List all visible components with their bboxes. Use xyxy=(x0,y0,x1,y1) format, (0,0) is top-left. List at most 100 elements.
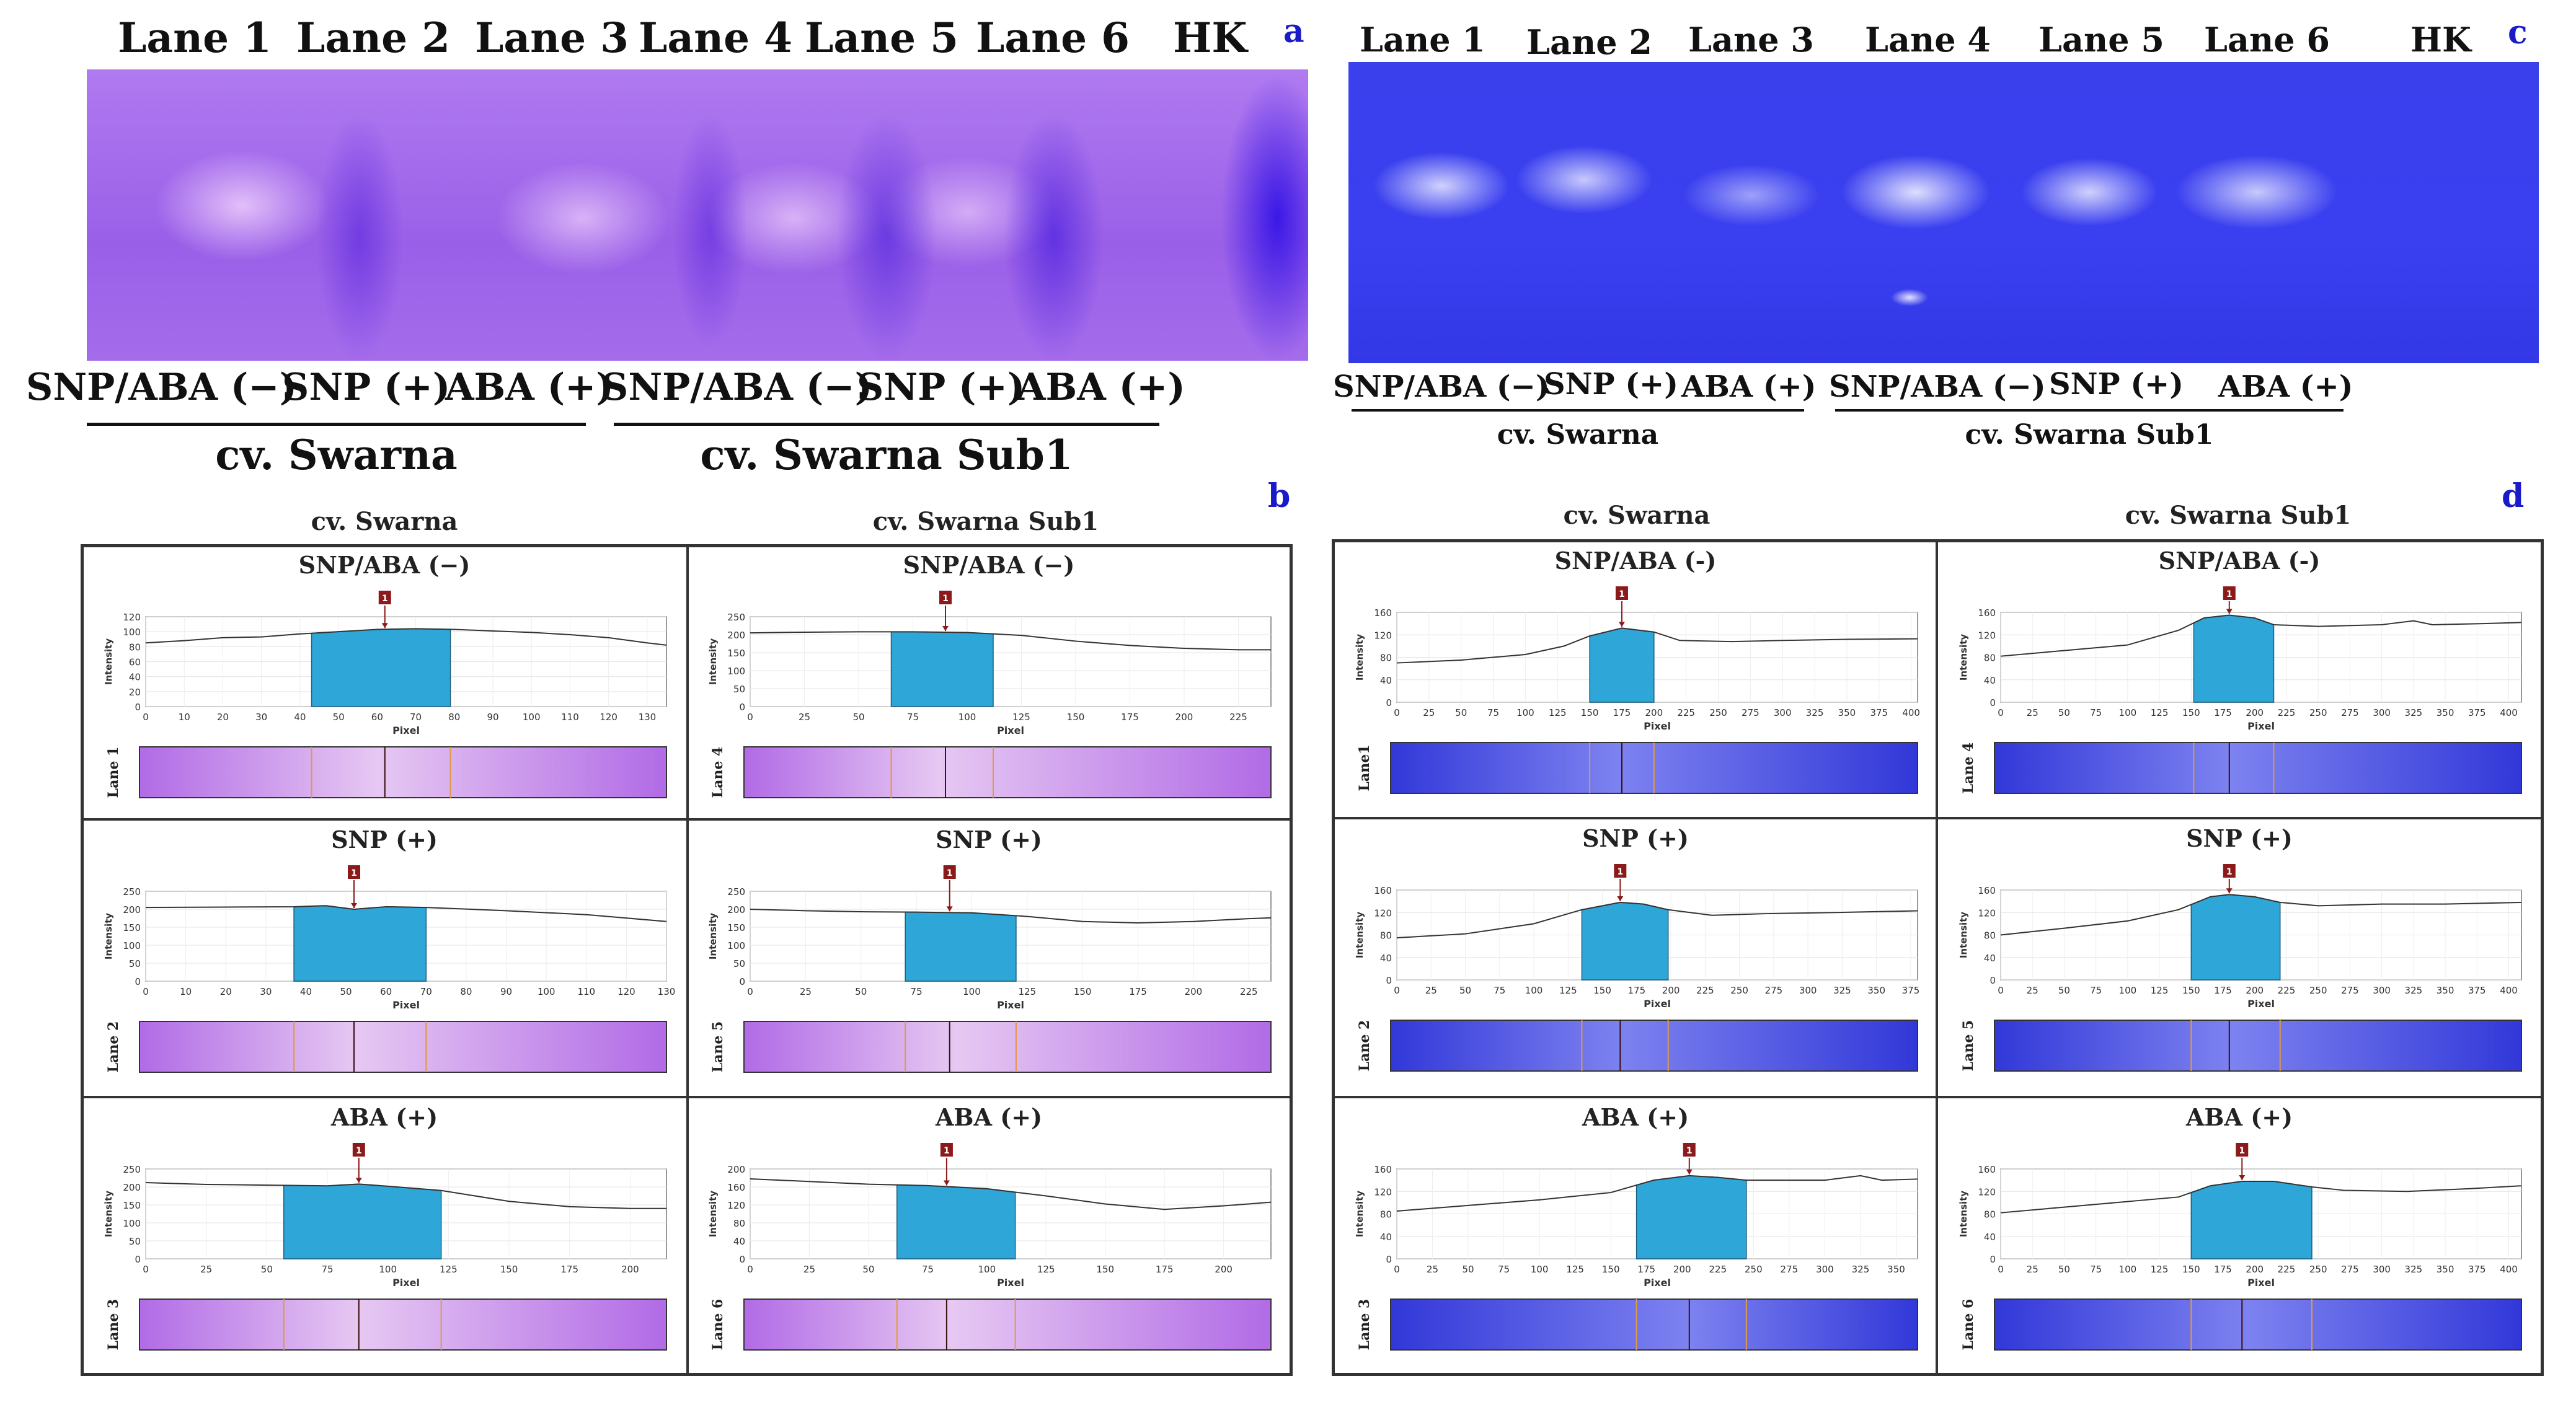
x-tick-label: 275 xyxy=(1781,1264,1799,1275)
x-tick-label: 375 xyxy=(2468,985,2486,996)
marker-arrow xyxy=(946,906,953,912)
y-tick-label: 0 xyxy=(1990,1254,1996,1265)
profile-line xyxy=(750,631,1271,651)
y-tick-label: 200 xyxy=(123,904,141,915)
marker-arrow xyxy=(1618,622,1625,627)
intensity-profile-plot: SNP/ABA (−) 0 50 100 150 200 250 0 25 50 75 100 125 1… xyxy=(707,551,1272,798)
x-tick-label: 350 xyxy=(1887,1264,1905,1275)
x-tick-label: 375 xyxy=(2468,1264,2486,1275)
marker-label: 1 xyxy=(2239,1146,2245,1156)
y-tick-label: 100 xyxy=(727,940,745,951)
x-tick-label: 150 xyxy=(1593,985,1611,996)
y-tick-label: 0 xyxy=(1386,1254,1392,1265)
x-tick-label: 175 xyxy=(1628,985,1646,996)
plot-title: SNP (+) xyxy=(936,826,1042,853)
panel-b-divider-h xyxy=(81,1096,1293,1098)
y-tick-label: 250 xyxy=(123,886,141,897)
x-tick-label: 100 xyxy=(1516,707,1534,718)
x-tick-label: 150 xyxy=(2182,707,2200,718)
x-axis-label: Pixel xyxy=(2247,720,2275,732)
y-tick-label: 80 xyxy=(129,641,141,653)
peak-area xyxy=(1589,627,1655,703)
x-tick-label: 100 xyxy=(379,1264,397,1275)
x-tick-label: 75 xyxy=(922,1264,934,1275)
y-tick-label: 80 xyxy=(1984,1209,1996,1220)
x-tick-label: 350 xyxy=(2437,707,2454,718)
x-tick-label: 25 xyxy=(2027,1264,2038,1275)
y-tick-label: 250 xyxy=(123,1164,141,1175)
x-tick-label: 200 xyxy=(2246,707,2264,718)
x-tick-label: 50 xyxy=(1459,985,1471,996)
x-tick-label: 0 xyxy=(143,712,149,723)
profile-line xyxy=(1396,1175,1918,1212)
y-tick-label: 80 xyxy=(733,1218,745,1229)
treatment-label: SNP (+) xyxy=(857,366,1025,409)
x-tick-label: 175 xyxy=(1637,1264,1655,1275)
y-tick-label: 120 xyxy=(123,612,141,623)
marker-box xyxy=(939,591,952,604)
x-tick-label: 150 xyxy=(1074,986,1092,997)
x-tick-label: 50 xyxy=(1463,1264,1474,1275)
plot-title: SNP (+) xyxy=(2186,824,2293,852)
x-tick-label: 275 xyxy=(2341,707,2359,718)
y-tick-label: 40 xyxy=(733,1236,745,1247)
y-tick-label: 160 xyxy=(1374,885,1392,896)
y-tick-label: 40 xyxy=(1984,675,1996,686)
x-tick-label: 300 xyxy=(2373,707,2391,718)
column-header: cv. Swarna Sub1 xyxy=(2125,501,2352,530)
x-tick-label: 120 xyxy=(617,986,635,997)
strip-lane-label: Lane 5 xyxy=(710,1021,726,1073)
x-tick-label: 350 xyxy=(2437,1264,2454,1275)
marker-label: 1 xyxy=(1686,1146,1693,1156)
x-tick-label: 225 xyxy=(1240,986,1258,997)
y-axis-label: Intensity xyxy=(1958,1191,1969,1238)
x-tick-label: 110 xyxy=(561,712,579,723)
marker-arrow xyxy=(943,1180,950,1186)
plot-title: ABA (+) xyxy=(330,1103,438,1131)
y-tick-label: 120 xyxy=(1374,1186,1392,1197)
panel-d-divider-h xyxy=(1332,817,2544,819)
y-axis-label: Intensity xyxy=(707,913,719,960)
marker-box xyxy=(378,591,391,604)
lane-strip xyxy=(743,1298,1272,1351)
y-tick-label: 0 xyxy=(1386,975,1392,986)
x-tick-label: 50 xyxy=(862,1264,874,1275)
column-header: cv. Swarna xyxy=(1563,501,1711,530)
lane-strip xyxy=(1390,1020,1918,1072)
x-tick-label: 0 xyxy=(1394,707,1400,718)
x-tick-label: 100 xyxy=(963,986,981,997)
group-underline xyxy=(614,423,1159,426)
y-tick-label: 0 xyxy=(1386,697,1392,708)
x-tick-label: 375 xyxy=(2468,707,2486,718)
x-tick-label: 30 xyxy=(255,712,267,723)
x-tick-label: 100 xyxy=(538,986,555,997)
x-tick-label: 400 xyxy=(2500,707,2518,718)
x-tick-label: 200 xyxy=(1175,712,1193,723)
y-tick-label: 160 xyxy=(1374,607,1392,619)
treatment-label: SNP/ABA (−) xyxy=(601,366,872,409)
marker-arrow xyxy=(1617,896,1624,901)
x-tick-label: 275 xyxy=(2341,1264,2359,1275)
profile-line xyxy=(145,628,667,646)
x-tick-label: 25 xyxy=(799,712,810,723)
y-axis-label: Intensity xyxy=(707,1191,719,1238)
plot-title: ABA (+) xyxy=(1582,1103,1689,1131)
x-tick-label: 100 xyxy=(523,712,541,723)
y-tick-label: 40 xyxy=(1984,1232,1996,1243)
y-tick-label: 100 xyxy=(123,1218,141,1229)
x-tick-label: 0 xyxy=(1394,1264,1400,1275)
plot-title: SNP/ABA (−) xyxy=(903,551,1075,579)
x-tick-label: 125 xyxy=(1012,712,1030,723)
x-tick-label: 250 xyxy=(2309,1264,2327,1275)
peak-area xyxy=(905,911,1017,982)
x-axis-label: Pixel xyxy=(2247,998,2275,1010)
x-tick-label: 100 xyxy=(1531,1264,1549,1275)
x-tick-label: 25 xyxy=(800,986,812,997)
treatment-label: ABA (+) xyxy=(2218,369,2353,404)
lane-label: Lane 1 xyxy=(1360,20,1485,60)
y-tick-label: 160 xyxy=(1978,607,1996,619)
y-tick-label: 160 xyxy=(1374,1164,1392,1175)
x-tick-label: 0 xyxy=(747,1264,753,1275)
peak-area xyxy=(311,628,451,707)
y-tick-label: 80 xyxy=(1380,1209,1392,1220)
